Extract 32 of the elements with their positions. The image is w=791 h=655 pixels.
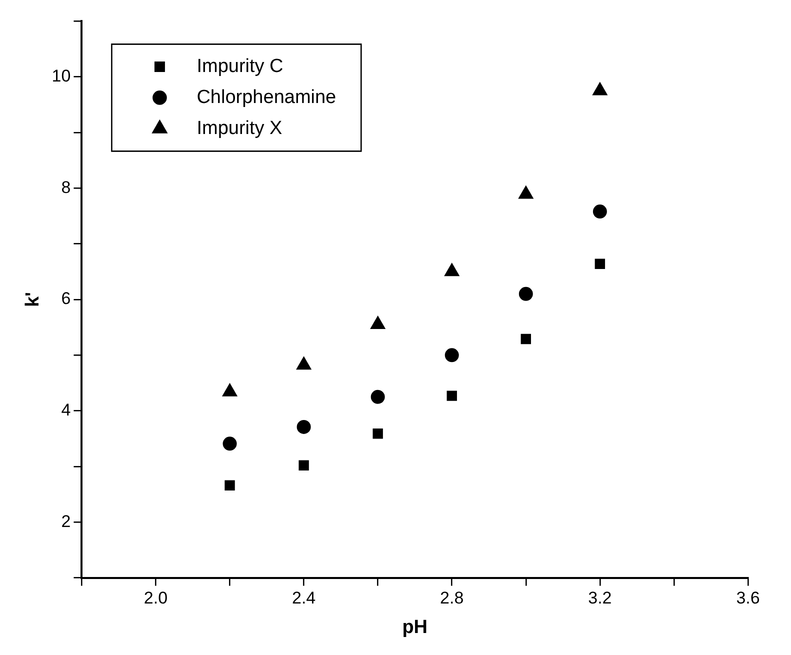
y-tick-label: 6 <box>61 289 71 308</box>
point <box>518 286 533 301</box>
y-tick-label: 4 <box>61 400 71 420</box>
y-tick-label: 2 <box>61 512 71 531</box>
point <box>444 348 459 362</box>
x-tick-label: 2.0 <box>144 588 168 608</box>
point <box>370 316 386 330</box>
x-tick-label: 3.2 <box>588 588 612 608</box>
point <box>594 258 606 269</box>
point <box>296 420 311 434</box>
x-tick-label: 2.4 <box>292 588 316 608</box>
point <box>372 428 383 439</box>
x-tick-label: 3.6 <box>736 588 760 608</box>
y-tick-label: 10 <box>52 66 71 86</box>
point <box>592 82 608 96</box>
point <box>444 263 460 276</box>
point <box>224 480 235 490</box>
point <box>446 390 457 401</box>
point <box>518 186 534 199</box>
point <box>222 436 237 451</box>
x-tick-label: 2.8 <box>440 588 464 608</box>
point <box>296 356 312 370</box>
legend-label: Impurity C <box>196 56 284 77</box>
point <box>520 334 531 344</box>
y-tick-label: 8 <box>61 178 71 197</box>
point <box>370 390 385 404</box>
point <box>592 204 607 219</box>
point <box>298 460 309 470</box>
legend-label: Impurity X <box>196 118 283 139</box>
x-axis-title: pH <box>402 616 428 638</box>
legend-label: Chlorphenamine <box>196 86 336 108</box>
y-axis-title: k' <box>22 292 44 308</box>
